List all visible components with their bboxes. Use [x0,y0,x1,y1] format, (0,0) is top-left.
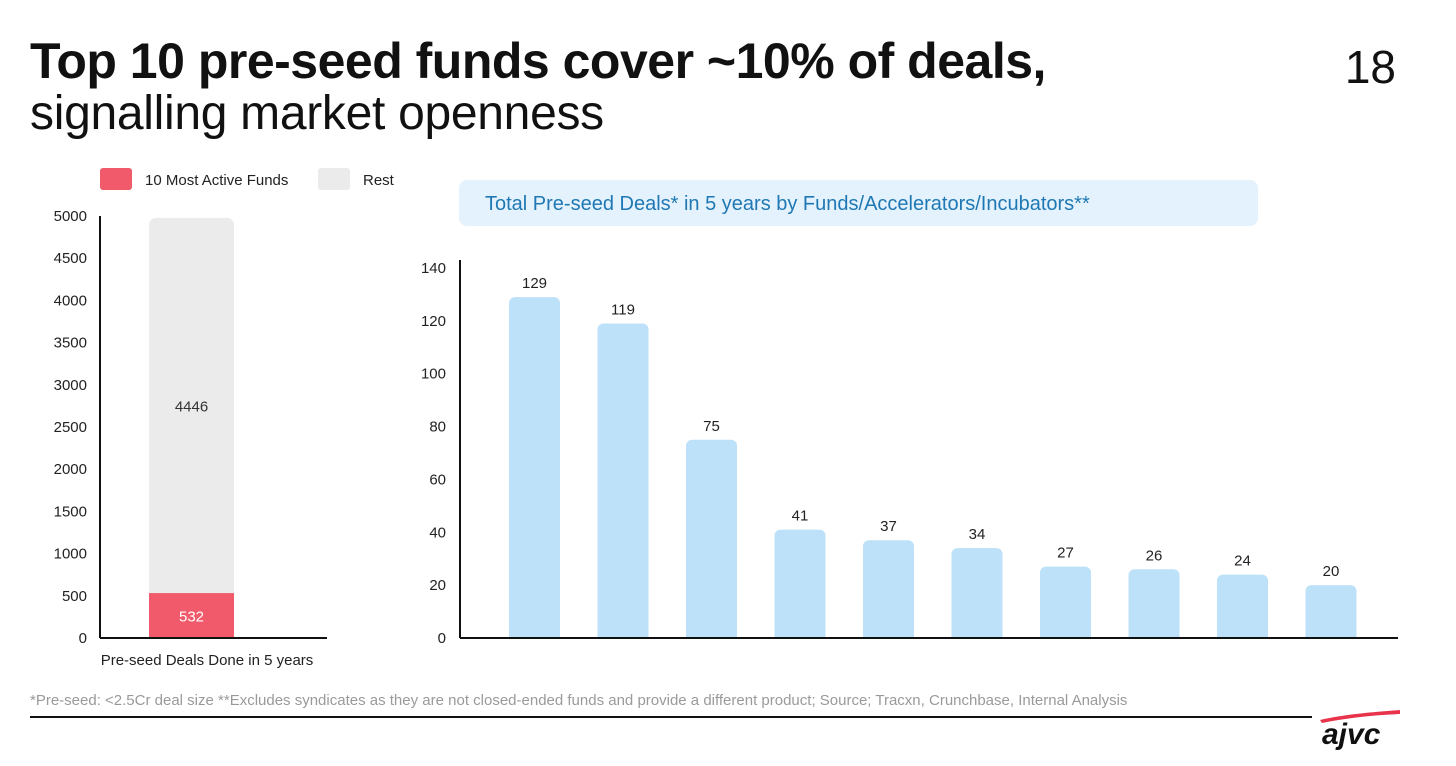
data-label: 75 [703,418,720,435]
data-label: 24 [1234,553,1251,570]
data-label: 34 [969,526,986,543]
bar [597,323,649,644]
bar [863,540,914,644]
y-tick-label: 5000 [54,208,87,225]
y-tick-label: 3000 [54,377,87,394]
legend-label-rest: Rest [363,172,395,189]
bar [774,529,826,644]
logo-swoosh [1320,710,1400,723]
bar [1217,574,1268,644]
y-tick-label: 60 [429,471,446,488]
legend-swatch-rest [318,168,350,190]
y-tick-label: 120 [421,313,446,330]
data-label-top-funds: 532 [179,609,204,626]
y-tick-label: 2500 [54,419,87,436]
chart-title: Total Pre-seed Deals* in 5 years by Fund… [485,193,1090,215]
y-tick-label: 3500 [54,335,87,352]
y-tick-label: 2000 [54,461,87,478]
ajvc-logo: ajvc [1320,710,1400,751]
stacked-bar-chart: 10 Most Active Funds Rest 0 500 1000 1500 20… [54,168,395,669]
y-tick-label: 4500 [54,250,87,267]
y-axis-ticks: 0 20 40 60 80 100 120 140 [421,260,446,647]
data-label-rest: 4446 [175,398,208,415]
bar [1128,569,1180,644]
y-tick-label: 100 [421,366,446,383]
baseline-mask [461,637,1398,649]
y-tick-label: 0 [79,630,87,647]
bar-segment-rest [149,217,234,600]
legend: 10 Most Active Funds Rest [100,168,395,190]
data-label: 119 [611,302,635,319]
data-label: 41 [792,508,809,525]
data-label: 20 [1323,563,1340,580]
legend-swatch-top-funds [100,168,132,190]
legend-label-top-funds: 10 Most Active Funds [145,172,288,189]
y-tick-label: 80 [429,419,446,436]
data-label: 26 [1146,547,1163,564]
y-tick-label: 40 [429,524,446,541]
x-axis-label: Pre-seed Deals Done in 5 years [101,652,314,669]
footnote: *Pre-seed: <2.5Cr deal size **Excludes s… [30,692,1128,709]
y-tick-label: 4000 [54,292,87,309]
bar [951,548,1003,644]
bar [1040,566,1091,644]
logo-text: ajvc [1322,718,1381,751]
bars: 129 119 75 41 37 34 27 26 24 20 [461,275,1398,649]
bar [509,297,560,644]
y-tick-label: 1500 [54,503,87,520]
chart-title-banner [459,180,1258,226]
y-tick-label: 140 [421,260,446,277]
bar-segment-top-funds [149,593,234,638]
data-label: 129 [522,275,547,292]
data-label: 37 [880,518,897,535]
bar [686,439,737,644]
y-tick-label: 0 [438,630,446,647]
y-tick-label: 500 [62,588,87,605]
y-tick-label: 1000 [54,546,87,563]
page-subtitle: signalling market openness [30,87,604,140]
bottom-divider [30,716,1312,718]
page-title: Top 10 pre-seed funds cover ~10% of deal… [30,33,1046,89]
data-label: 27 [1057,545,1074,562]
page-number: 18 [1344,41,1396,93]
stacked-bars: 4446 532 [149,217,234,638]
bar-chart: Total Pre-seed Deals* in 5 years by Fund… [421,180,1398,649]
bar [1305,585,1357,644]
y-tick-label: 20 [429,577,446,594]
y-axis-ticks: 0 500 1000 1500 2000 2500 3000 3500 4000 4500 5000 [54,208,87,647]
